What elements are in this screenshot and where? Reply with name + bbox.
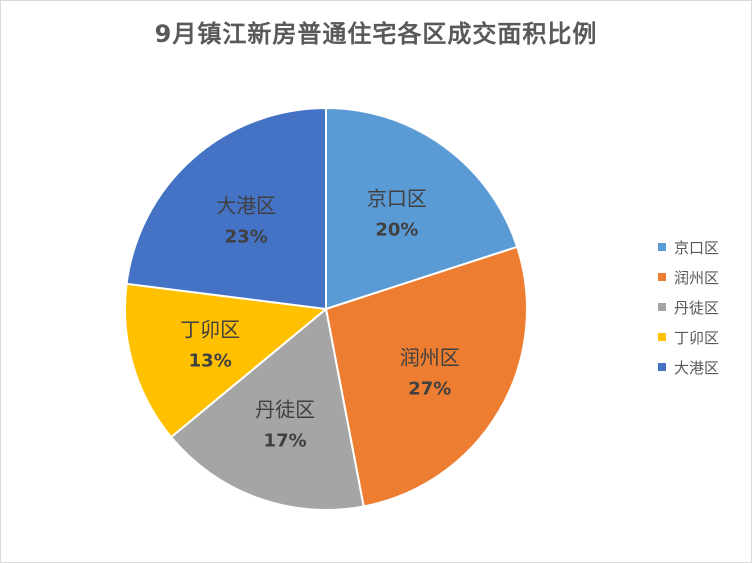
slice-percent-3: 17% [264, 431, 307, 452]
slice-label-4: 丁卯区 [180, 318, 240, 342]
legend-swatch [658, 303, 666, 311]
legend-label: 京口区 [674, 238, 720, 257]
legend-item-5: 大港区 [658, 352, 719, 382]
legend-swatch [658, 363, 666, 371]
slice-percent-5: 23% [225, 227, 268, 248]
legend-label: 丁卯区 [674, 328, 720, 347]
legend-item-2: 润州区 [658, 262, 719, 292]
chart-title: 9月镇江新房普通住宅各区成交面积比例 [154, 20, 598, 48]
pie-slice-5 [125, 106, 327, 311]
slice-label-1: 京口区 [367, 186, 427, 210]
legend-label: 大港区 [674, 358, 720, 377]
pie-slice-4 [124, 282, 329, 439]
pie-slice-3 [169, 307, 365, 511]
slice-percent-2: 27% [408, 378, 451, 399]
pie-slice-2 [324, 245, 528, 508]
slice-label-2: 润州区 [400, 345, 460, 369]
slice-percent-1: 20% [375, 219, 418, 240]
legend-item-1: 京口区 [658, 232, 719, 262]
slice-label-5: 大港区 [216, 194, 276, 218]
legend-label: 润州区 [674, 268, 720, 287]
legend-swatch [658, 333, 666, 341]
pie-slice-1 [325, 106, 519, 311]
legend-swatch [658, 243, 666, 251]
slice-label-3: 丹徒区 [255, 398, 315, 422]
legend-item-4: 丁卯区 [658, 322, 719, 352]
legend-item-3: 丹徒区 [658, 292, 719, 322]
slice-percent-4: 13% [189, 351, 232, 372]
legend-swatch [658, 273, 666, 281]
legend: 京口区润州区丹徒区丁卯区大港区 [658, 232, 719, 382]
legend-label: 丹徒区 [674, 298, 720, 317]
